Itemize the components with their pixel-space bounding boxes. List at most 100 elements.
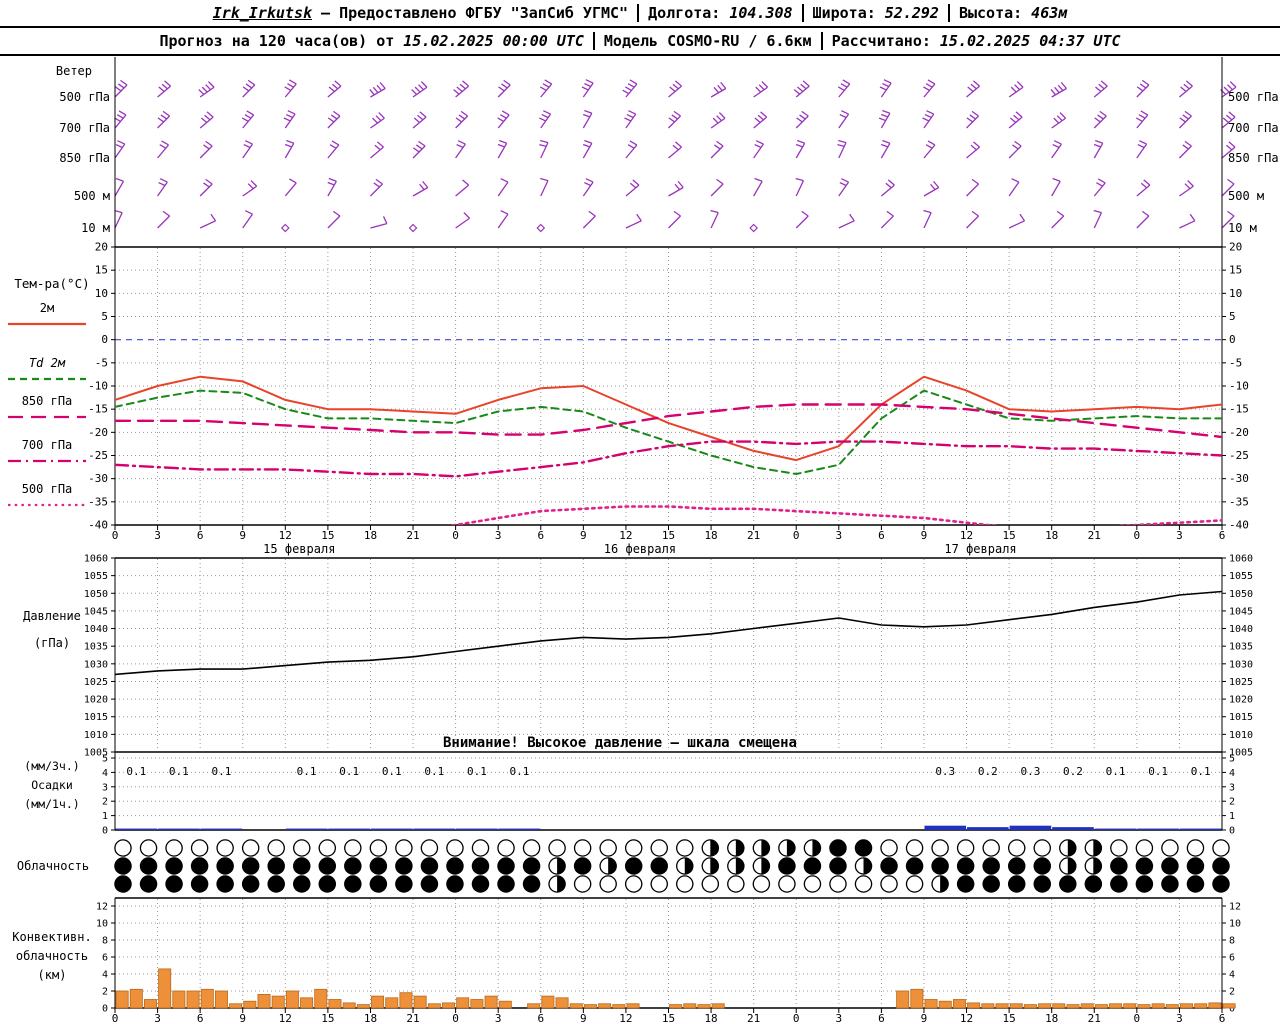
svg-text:0.1: 0.1 <box>1148 765 1168 778</box>
header-separator <box>637 4 640 22</box>
svg-text:9: 9 <box>580 529 587 542</box>
svg-text:4: 4 <box>1229 970 1235 981</box>
calc-label: Рассчитано: <box>831 32 931 50</box>
svg-text:9: 9 <box>580 1012 587 1024</box>
svg-text:8: 8 <box>1229 936 1235 947</box>
svg-text:-30: -30 <box>88 472 108 485</box>
svg-text:18: 18 <box>364 1012 377 1024</box>
svg-text:1005: 1005 <box>84 748 108 759</box>
svg-text:0.1: 0.1 <box>467 765 487 778</box>
svg-text:0: 0 <box>101 333 108 346</box>
svg-text:1025: 1025 <box>1229 677 1253 688</box>
header-line-1: Irk_Irkutsk — Предоставлено ФГБУ "ЗапСиб… <box>0 0 1280 28</box>
svg-text:16 февраля: 16 февраля <box>604 542 676 556</box>
svg-text:18: 18 <box>364 529 377 542</box>
svg-text:1030: 1030 <box>84 659 108 670</box>
svg-text:9: 9 <box>921 1012 928 1024</box>
model-name: COSMO-RU <box>667 32 740 50</box>
svg-text:18: 18 <box>704 1012 717 1024</box>
svg-text:1055: 1055 <box>84 571 108 582</box>
svg-text:(мм/3ч.): (мм/3ч.) <box>24 759 79 773</box>
svg-text:(мм/1ч.): (мм/1ч.) <box>24 797 79 811</box>
svg-text:1035: 1035 <box>84 642 108 653</box>
svg-text:850 гПа: 850 гПа <box>1228 151 1279 165</box>
calc-date: 15.02.2025 04:37 UTC <box>939 32 1121 50</box>
svg-text:15: 15 <box>1002 529 1015 542</box>
svg-text:0.1: 0.1 <box>169 765 189 778</box>
svg-text:-15: -15 <box>1229 403 1249 416</box>
svg-text:15: 15 <box>1002 1012 1015 1024</box>
svg-text:0.1: 0.1 <box>510 765 530 778</box>
svg-text:2: 2 <box>1229 797 1235 808</box>
svg-text:(гПа): (гПа) <box>34 636 70 650</box>
svg-text:0.1: 0.1 <box>1106 765 1126 778</box>
svg-text:12: 12 <box>619 1012 632 1024</box>
svg-text:21: 21 <box>1088 529 1101 542</box>
svg-text:12: 12 <box>960 1012 973 1024</box>
svg-text:500 гПа: 500 гПа <box>59 90 110 104</box>
svg-text:0.3: 0.3 <box>1020 765 1040 778</box>
svg-text:Конвективн.: Конвективн. <box>12 930 91 944</box>
svg-text:1045: 1045 <box>1229 606 1253 617</box>
svg-text:10: 10 <box>1229 287 1242 300</box>
svg-text:2: 2 <box>102 987 108 998</box>
forecast-label: Прогноз на 120 часа(ов) от <box>159 32 395 50</box>
svg-text:1060: 1060 <box>84 554 108 565</box>
svg-text:500 гПа: 500 гПа <box>22 482 73 496</box>
svg-text:-35: -35 <box>1229 495 1249 508</box>
svg-text:0: 0 <box>452 1012 459 1024</box>
svg-text:6: 6 <box>1219 529 1226 542</box>
svg-text:0: 0 <box>102 826 108 837</box>
svg-text:0.1: 0.1 <box>297 765 317 778</box>
svg-text:12: 12 <box>1229 902 1241 913</box>
svg-text:1: 1 <box>1229 811 1235 822</box>
svg-text:0: 0 <box>793 529 800 542</box>
svg-text:1025: 1025 <box>84 677 108 688</box>
svg-text:15: 15 <box>662 1012 675 1024</box>
svg-text:-40: -40 <box>88 519 108 532</box>
svg-text:0.2: 0.2 <box>1063 765 1083 778</box>
svg-text:0: 0 <box>112 529 119 542</box>
height-value: 463м <box>1031 4 1068 22</box>
svg-text:0: 0 <box>452 529 459 542</box>
meteogram-chart: Ветер 500 гПа 500 гПа 700 гПа 700 гПа 850 гПа… <box>8 57 1279 1024</box>
svg-text:3: 3 <box>835 1012 842 1024</box>
svg-text:-25: -25 <box>88 449 108 462</box>
svg-text:700 гПа: 700 гПа <box>1228 121 1279 135</box>
wind-panel: Ветер 500 гПа 500 гПа 700 гПа 700 гПа 850 гПа… <box>56 57 1279 247</box>
svg-text:0.3: 0.3 <box>935 765 955 778</box>
header-separator <box>820 32 823 50</box>
svg-text:6: 6 <box>102 953 108 964</box>
svg-text:21: 21 <box>747 1012 760 1024</box>
svg-text:12: 12 <box>619 529 632 542</box>
svg-text:6: 6 <box>197 529 204 542</box>
svg-text:1020: 1020 <box>1229 695 1253 706</box>
svg-text:0: 0 <box>102 1004 108 1015</box>
svg-text:3: 3 <box>102 782 108 793</box>
svg-text:-25: -25 <box>1229 449 1249 462</box>
provider-text: — Предоставлено ФГБУ "ЗапСиб УГМС" <box>321 4 629 22</box>
svg-text:3: 3 <box>154 529 161 542</box>
svg-text:-5: -5 <box>1229 356 1242 369</box>
svg-text:10: 10 <box>95 287 108 300</box>
svg-text:1055: 1055 <box>1229 571 1253 582</box>
svg-text:0: 0 <box>1229 1004 1235 1015</box>
svg-text:1050: 1050 <box>1229 589 1253 600</box>
svg-text:500 гПа: 500 гПа <box>1228 90 1279 104</box>
svg-text:15: 15 <box>662 529 675 542</box>
svg-text:18: 18 <box>1045 529 1058 542</box>
header-separator <box>947 4 950 22</box>
svg-text:Облачность: Облачность <box>17 859 89 873</box>
svg-text:850 гПа: 850 гПа <box>22 394 73 408</box>
svg-text:1010: 1010 <box>84 730 108 741</box>
svg-text:3: 3 <box>154 1012 161 1024</box>
svg-text:5: 5 <box>101 310 108 323</box>
svg-text:-40: -40 <box>1229 519 1249 532</box>
svg-text:(км): (км) <box>38 968 67 982</box>
svg-text:0.1: 0.1 <box>339 765 359 778</box>
header-separator <box>592 32 595 50</box>
svg-text:21: 21 <box>1088 1012 1101 1024</box>
svg-text:15 февраля: 15 февраля <box>263 542 335 556</box>
svg-text:0: 0 <box>112 1012 119 1024</box>
